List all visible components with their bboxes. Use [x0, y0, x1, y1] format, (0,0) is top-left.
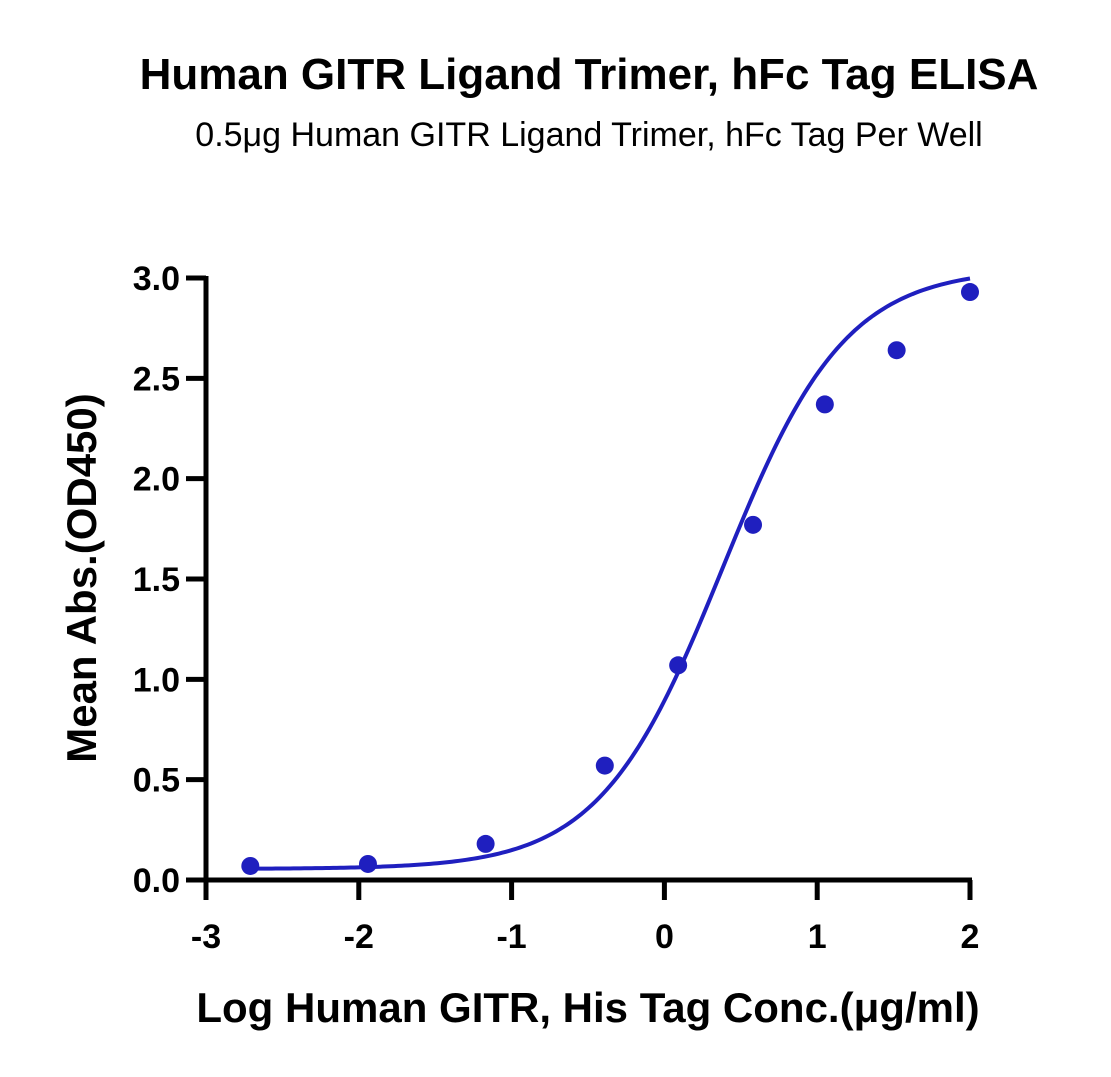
x-tick-label: -2: [344, 918, 374, 956]
data-point: [669, 656, 688, 675]
axes: 0.0 0.5 1.0 1.5 2.0 2.5 3.0 -3 -2 -1 0 1 2: [133, 260, 980, 956]
x-axis-label: Log Human GITR, His Tag Conc.(μg/ml): [196, 984, 979, 1031]
y-tick-label: 3.0: [133, 260, 180, 298]
y-tick-label: 2.5: [133, 360, 180, 398]
data-point: [595, 756, 614, 775]
y-tick-label: 1.5: [133, 561, 180, 599]
data-points-layer: [241, 283, 979, 875]
chart-subtitle: 0.5μg Human GITR Ligand Trimer, hFc Tag …: [195, 116, 983, 154]
chart-title: Human GITR Ligand Trimer, hFc Tag ELISA: [139, 50, 1039, 99]
y-tick-label: 2.0: [133, 461, 180, 499]
x-tick-label: -1: [496, 918, 526, 956]
y-tick-label: 0.5: [133, 762, 180, 800]
data-point: [241, 856, 260, 875]
data-point: [476, 834, 495, 853]
y-tick-label: 1.0: [133, 661, 180, 699]
x-tick-label: 0: [655, 918, 674, 956]
x-tick-label: 2: [961, 918, 980, 956]
y-axis-label: Mean Abs.(OD450): [58, 393, 105, 763]
x-tick-label: -3: [191, 918, 221, 956]
data-point: [815, 395, 834, 414]
x-tick-label: 1: [808, 918, 827, 956]
fit-curve-layer: [250, 276, 971, 871]
data-point: [744, 515, 763, 534]
fit-curve: [250, 276, 971, 871]
data-point: [961, 283, 979, 302]
data-point: [358, 854, 377, 873]
y-tick-label: 0.0: [133, 862, 180, 900]
data-point: [887, 341, 906, 360]
